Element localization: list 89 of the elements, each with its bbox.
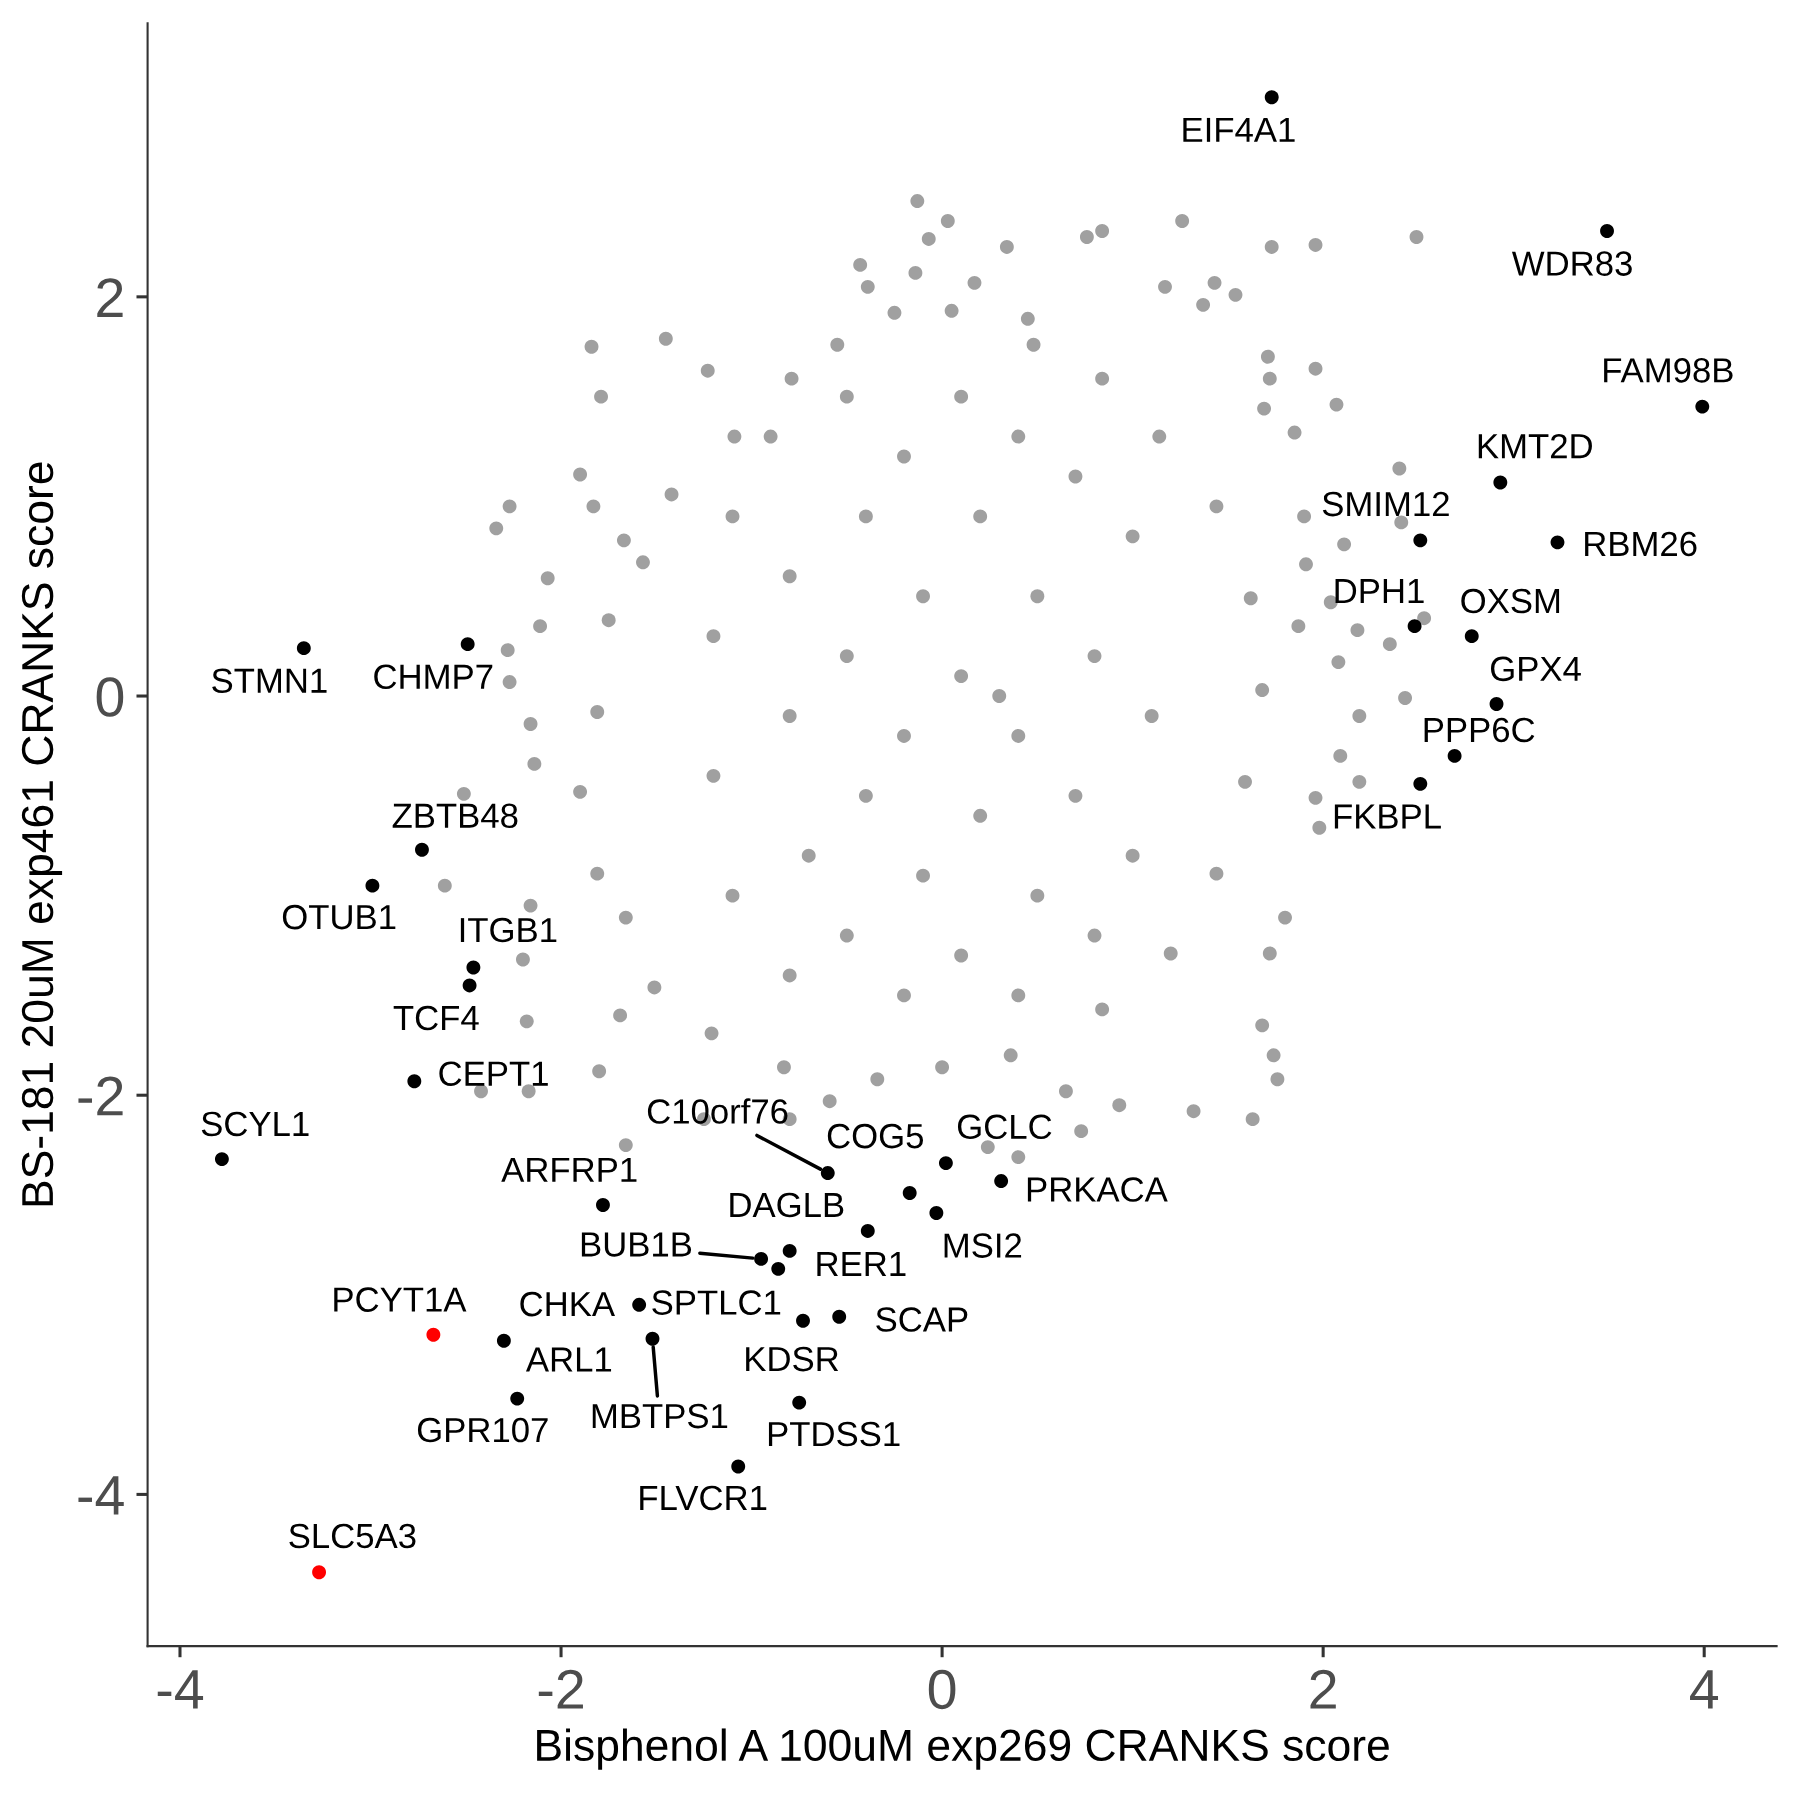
- point: [792, 1395, 807, 1410]
- point: [466, 960, 481, 975]
- point: [1600, 224, 1614, 238]
- annotation: PRKACA: [1027, 1177, 1168, 1202]
- point: [1464, 629, 1479, 644]
- annotation: KMT2D: [1478, 433, 1592, 459]
- annotation: RER1: [817, 1252, 906, 1276]
- annotation: FLVCR1: [640, 1485, 767, 1511]
- annotation: CHMP7: [374, 664, 493, 690]
- point: [510, 1391, 525, 1406]
- point: [596, 1198, 610, 1212]
- point: [462, 978, 477, 993]
- point: [632, 1297, 647, 1312]
- annotation: ITGB1: [460, 917, 557, 943]
- point: [460, 637, 475, 652]
- point: [902, 1186, 917, 1200]
- point: [832, 1309, 847, 1324]
- point: [1407, 619, 1422, 634]
- point: [296, 641, 311, 656]
- annotation: GPX4: [1490, 656, 1581, 682]
- point: [782, 1243, 797, 1258]
- y-axis-title: BS-181 20uM exp461 CRANKS score: [21, 462, 63, 1206]
- annotation: FKBPL: [1334, 804, 1441, 829]
- y-tick-label: -2: [78, 1076, 123, 1116]
- point: [860, 1224, 875, 1238]
- annotation: MSI2: [944, 1233, 1022, 1258]
- annotation: PPP6C: [1424, 717, 1535, 743]
- annotation: GCLC: [957, 1114, 1052, 1140]
- point: [645, 1331, 660, 1346]
- annotation: MBTPS1: [592, 1403, 728, 1429]
- x-tick-label: -2: [538, 1669, 583, 1709]
- point: [1264, 90, 1279, 105]
- annotation: SCAP: [876, 1307, 968, 1332]
- point: [1489, 697, 1504, 711]
- point: [1493, 475, 1508, 490]
- x-tick-label: 4: [1690, 1670, 1719, 1709]
- y-tick-label: 2: [97, 278, 123, 317]
- annotation: RBM26: [1585, 531, 1697, 557]
- x-axis-title: Bisphenol A 100uM exp269 CRANKS score: [537, 1728, 1389, 1770]
- annotation: DPH1: [1335, 579, 1424, 604]
- annotation: SCYL1: [201, 1111, 309, 1137]
- point: [407, 1074, 422, 1089]
- annotation: OTUB1: [282, 904, 396, 930]
- annotation: OXSM: [1461, 588, 1560, 614]
- point: [820, 1166, 835, 1181]
- x-tick-label: 2: [1310, 1669, 1336, 1709]
- annotation: SLC5A3: [289, 1523, 416, 1549]
- point: [796, 1313, 810, 1328]
- x-tick-label: 0: [928, 1669, 956, 1710]
- point: [771, 1261, 786, 1276]
- point: [1413, 533, 1428, 548]
- annotation: EIF4A1: [1183, 117, 1295, 142]
- annotation: CEPT1: [439, 1061, 548, 1086]
- point: [312, 1565, 327, 1580]
- point: [1447, 748, 1462, 763]
- point: [365, 878, 380, 893]
- point: [1413, 776, 1428, 791]
- point: [426, 1327, 441, 1342]
- annotation: STMN1: [212, 668, 327, 694]
- point: [214, 1152, 229, 1167]
- point: [731, 1459, 746, 1474]
- point: [496, 1333, 511, 1348]
- annotation: WDR83: [1511, 251, 1632, 276]
- annotation: COG5: [827, 1123, 924, 1149]
- annotation: PCYT1A: [334, 1287, 467, 1312]
- annotation: ARL1: [525, 1347, 612, 1372]
- point: [754, 1251, 769, 1266]
- annotation: PTDSS1: [768, 1421, 900, 1447]
- annotation: CHKA: [520, 1291, 615, 1317]
- annotation: SMIM12: [1322, 491, 1449, 517]
- annotation: SPTLC1: [652, 1290, 781, 1315]
- annotation: FAM98B: [1604, 358, 1733, 383]
- annotation: ZBTB48: [392, 803, 518, 829]
- x-tick-label: -4: [157, 1670, 204, 1709]
- point: [415, 842, 429, 857]
- y-tick-label: -4: [78, 1476, 124, 1515]
- point: [1695, 399, 1710, 414]
- point: [938, 1156, 953, 1171]
- annotation: GPR107: [417, 1417, 548, 1443]
- point: [1550, 535, 1565, 550]
- y-tick-label: 0: [96, 677, 124, 717]
- annotation: BUB1B: [581, 1232, 692, 1257]
- point: [929, 1206, 944, 1220]
- annotation: DAGLB: [730, 1192, 844, 1218]
- annotation: KDSR: [746, 1346, 839, 1372]
- point: [994, 1174, 1009, 1188]
- annotation: TCF4: [393, 1005, 479, 1031]
- annotation: ARFRP1: [501, 1157, 637, 1182]
- annotation: C10orf76: [647, 1098, 788, 1124]
